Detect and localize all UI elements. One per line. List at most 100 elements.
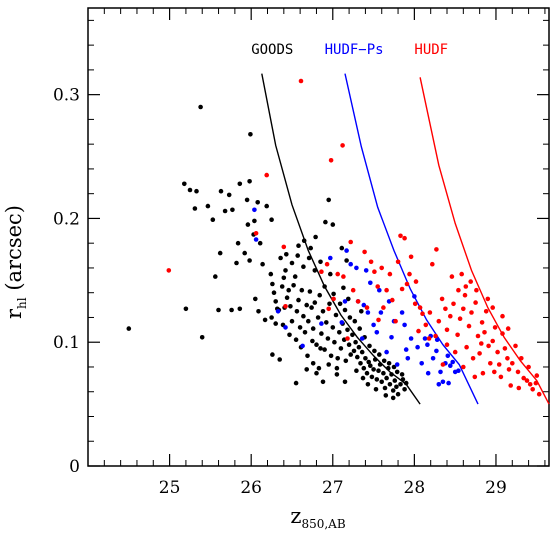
- point-goods: [324, 320, 329, 325]
- point-hudf: [527, 382, 533, 387]
- point-hudf: [479, 341, 484, 346]
- point-goods: [374, 377, 380, 382]
- point-hudf-ps: [371, 322, 376, 328]
- point-goods: [386, 365, 391, 371]
- point-hudf: [433, 333, 438, 339]
- point-hudf: [427, 310, 433, 315]
- point-hudf-ps: [394, 362, 400, 367]
- point-hudf: [393, 318, 398, 324]
- point-hudf: [492, 369, 497, 375]
- point-goods: [353, 339, 358, 345]
- point-goods: [299, 287, 305, 293]
- point-hudf: [505, 326, 511, 331]
- point-hudf: [472, 374, 478, 380]
- point-goods: [313, 234, 318, 240]
- x-axis-label-sub: 850,AB: [301, 517, 345, 531]
- point-goods: [322, 284, 327, 289]
- point-hudf-ps: [252, 207, 257, 213]
- point-goods: [270, 352, 275, 357]
- point-goods: [346, 342, 352, 348]
- point-goods: [288, 304, 293, 309]
- point-hudf-ps: [300, 343, 305, 349]
- point-hudf-ps: [434, 348, 439, 354]
- point-goods: [326, 362, 332, 367]
- point-goods: [342, 379, 348, 385]
- curve-label: GOODS: [251, 42, 293, 58]
- point-hudf: [463, 284, 469, 289]
- point-hudf: [390, 297, 395, 303]
- point-hudf: [474, 287, 479, 293]
- point-hudf-ps: [412, 294, 417, 299]
- point-hudf: [456, 287, 461, 293]
- point-goods: [315, 315, 321, 320]
- y-tick-label: 0.1: [53, 333, 80, 353]
- point-goods: [296, 243, 301, 248]
- point-hudf: [498, 374, 504, 380]
- point-hudf: [469, 310, 474, 315]
- point-hudf-ps: [405, 356, 411, 361]
- point-goods: [273, 321, 279, 326]
- point-hudf: [264, 172, 270, 178]
- point-goods: [182, 181, 187, 187]
- point-hudf: [485, 296, 491, 302]
- point-goods: [346, 296, 351, 302]
- point-hudf-ps: [440, 379, 446, 385]
- point-goods: [237, 306, 243, 312]
- curve-labels: GOODS HUDF−Ps HUDF: [251, 42, 448, 58]
- point-hudf: [513, 343, 518, 349]
- point-goods: [350, 332, 355, 338]
- point-hudf: [340, 143, 345, 148]
- point-hudf: [457, 316, 463, 322]
- point-hudf: [486, 343, 491, 349]
- point-hudf: [384, 287, 389, 293]
- point-goods: [342, 307, 348, 313]
- point-goods: [305, 353, 310, 359]
- point-hudf-ps: [368, 280, 373, 286]
- x-axis-label: z850,AB: [290, 504, 345, 531]
- point-hudf: [462, 292, 468, 298]
- point-hudf: [506, 367, 512, 372]
- curve-hudf: [419, 77, 550, 405]
- point-goods: [306, 255, 312, 261]
- point-hudf-ps: [450, 359, 456, 365]
- point-goods: [283, 268, 288, 273]
- y-axis-label-main: r: [2, 308, 26, 319]
- point-hudf: [436, 318, 442, 324]
- point-hudf: [412, 301, 418, 307]
- point-goods: [343, 358, 349, 364]
- point-hudf: [362, 249, 367, 255]
- point-hudf: [402, 235, 407, 241]
- point-hudf: [488, 361, 493, 366]
- point-hudf-ps: [275, 309, 281, 314]
- point-hudf-ps: [403, 347, 409, 352]
- point-hudf-ps: [438, 369, 443, 375]
- point-hudf: [496, 362, 502, 367]
- point-goods: [402, 387, 407, 392]
- point-goods: [381, 370, 386, 376]
- y-tick-label: 0.2: [53, 209, 80, 229]
- point-hudf: [417, 305, 423, 310]
- y-tick-label: 0.3: [53, 86, 80, 106]
- point-goods: [253, 296, 258, 302]
- x-axis-label-main: z: [290, 504, 301, 528]
- point-goods: [291, 283, 296, 288]
- point-goods: [312, 300, 318, 305]
- point-hudf: [516, 385, 522, 391]
- point-hudf: [395, 259, 401, 265]
- point-goods: [247, 179, 252, 184]
- point-goods: [256, 309, 261, 314]
- point-goods: [229, 307, 234, 313]
- point-goods: [234, 260, 239, 266]
- point-hudf: [479, 320, 485, 325]
- point-goods: [269, 217, 274, 222]
- point-hudf: [470, 356, 476, 361]
- y-axis-label-sub: hl: [15, 297, 29, 309]
- point-goods: [289, 260, 295, 266]
- point-goods: [403, 380, 409, 386]
- point-hudf-ps: [378, 310, 384, 315]
- point-hudf: [355, 299, 361, 304]
- point-goods: [323, 219, 328, 225]
- point-hudf-ps: [389, 335, 394, 340]
- point-goods: [345, 327, 350, 333]
- point-goods: [247, 258, 252, 263]
